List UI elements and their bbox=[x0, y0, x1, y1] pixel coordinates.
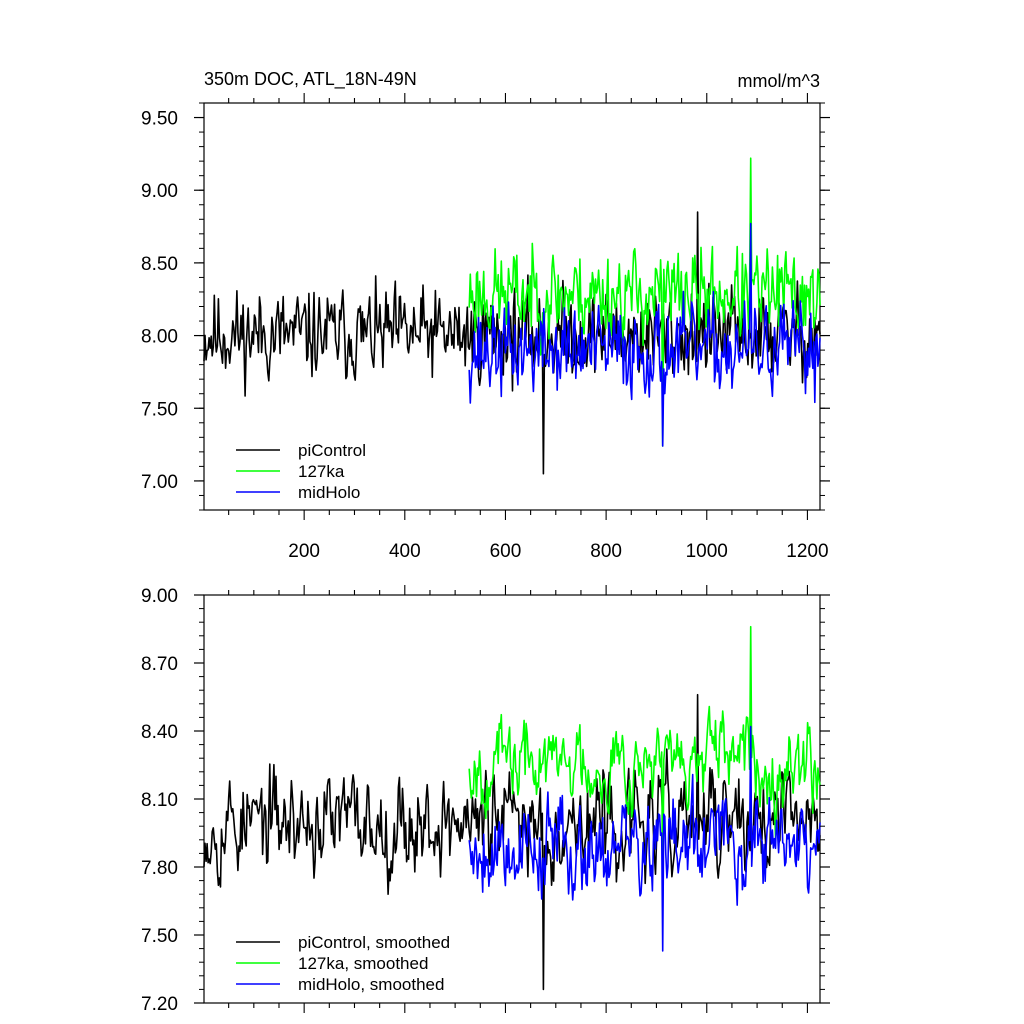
bottom-series-layer bbox=[203, 625, 821, 991]
top-chart-title: 350m DOC, ATL_18N-49N bbox=[204, 69, 417, 90]
series-line-127ka-smoothed bbox=[468, 625, 821, 909]
x-tick-label: 400 bbox=[389, 541, 421, 562]
series-line-midholo bbox=[468, 222, 821, 447]
top-series-layer bbox=[203, 157, 821, 475]
series-line-midholo-smoothed bbox=[468, 725, 821, 952]
legend-label: midHolo bbox=[298, 483, 360, 502]
top-chart-units: mmol/m^3 bbox=[738, 71, 820, 91]
legend-label: 127ka, smoothed bbox=[298, 954, 428, 973]
y-tick-label: 7.80 bbox=[141, 858, 178, 879]
series-line-picontrol-smoothed bbox=[203, 693, 821, 991]
legend-label: piControl, smoothed bbox=[298, 933, 450, 952]
legend-label: piControl bbox=[298, 441, 366, 460]
bottom-legend: piControl, smoothed 127ka, smoothed midHol… bbox=[236, 933, 450, 994]
x-tick-label: 1000 bbox=[686, 541, 728, 562]
top-legend: piControl 127ka midHolo bbox=[236, 441, 366, 502]
y-tick-label: 8.70 bbox=[141, 654, 178, 675]
y-tick-label: 9.00 bbox=[141, 181, 178, 202]
y-tick-label: 8.40 bbox=[141, 722, 178, 743]
y-tick-label: 7.50 bbox=[141, 399, 178, 420]
legend-label: midHolo, smoothed bbox=[298, 975, 444, 994]
bottom-panel: 7.20 7.50 7.80 8.10 8.40 8.70 9.00 piControl, … bbox=[141, 585, 830, 1015]
y-tick-label: 7.20 bbox=[141, 994, 178, 1015]
y-tick-label: 8.10 bbox=[141, 790, 178, 811]
x-tick-label: 800 bbox=[590, 541, 622, 562]
x-tick-label: 1200 bbox=[786, 541, 828, 562]
series-line-127ka bbox=[468, 157, 821, 447]
top-tick-layer: 7.00 7.50 8.00 8.50 9.00 9.50 200 400 600 800 1000… bbox=[141, 93, 830, 562]
y-tick-label: 7.00 bbox=[141, 472, 178, 493]
y-tick-label: 9.00 bbox=[141, 586, 178, 607]
y-tick-label: 7.50 bbox=[141, 926, 178, 947]
y-tick-label: 9.50 bbox=[141, 109, 178, 130]
top-panel: 7.00 7.50 8.00 8.50 9.00 9.50 200 400 600 800 1000… bbox=[141, 69, 830, 562]
x-tick-label: 200 bbox=[288, 541, 320, 562]
legend-label: 127ka bbox=[298, 462, 345, 481]
y-tick-label: 8.00 bbox=[141, 327, 178, 348]
y-tick-label: 8.50 bbox=[141, 254, 178, 275]
bottom-plot-frame bbox=[203, 594, 821, 1004]
bottom-tick-layer: 7.20 7.50 7.80 8.10 8.40 8.70 9.00 bbox=[141, 585, 830, 1015]
x-tick-label: 600 bbox=[490, 541, 522, 562]
